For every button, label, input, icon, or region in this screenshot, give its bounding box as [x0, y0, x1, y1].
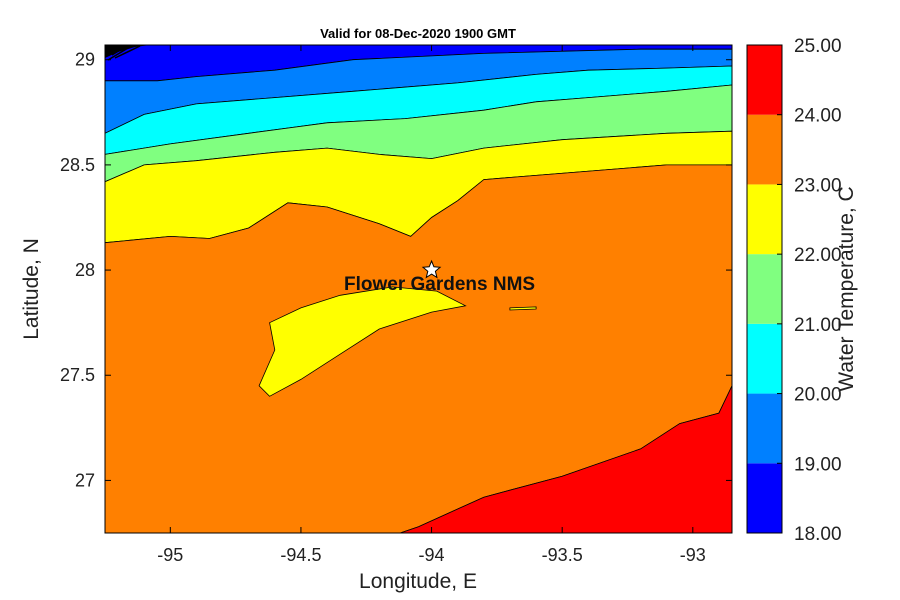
y-axis-label: Latitude, N [20, 238, 43, 340]
y-tick-label: 29 [75, 50, 95, 70]
colorbar-segment [747, 393, 782, 464]
coastline [105, 45, 150, 61]
colorbar-segment [747, 45, 782, 115]
contour-band-24-25 [400, 385, 732, 533]
colorbar-tick-label: 19.00 [794, 454, 842, 475]
colorbar-tick-label: 22.00 [794, 245, 842, 266]
x-tick-label: -93 [680, 545, 706, 565]
x-tick-label: -94 [419, 545, 445, 565]
colorbar-segment [747, 463, 782, 533]
y-tick-label: 27.5 [60, 365, 95, 385]
colorbar-label: Water Temperature, C [835, 186, 858, 391]
colorbar-segment [747, 254, 782, 324]
plot-area: -95 -94.5 -94 -93.5 -93 27 27.5 28 28.5 29 Flowe… [60, 44, 733, 565]
station-label: Flower Gardens NMS [344, 274, 535, 295]
plot-frame [104, 44, 733, 534]
x-tick-label: -94.5 [280, 545, 321, 565]
colorbar-tick-label: 20.00 [794, 385, 842, 406]
star-icon [421, 259, 442, 279]
y-axis-ticks: 27 27.5 28 28.5 29 [60, 50, 732, 490]
colorbar-tick-label: 23.00 [794, 175, 842, 196]
y-tick-label: 28.5 [60, 155, 95, 175]
colorbar-segment [747, 323, 782, 394]
colorbar-tick-label: 24.00 [794, 106, 842, 127]
colorbar: 18.00 19.00 20.00 21.00 22.00 23.00 24.00 25.00 [746, 36, 842, 545]
colorbar-frame [746, 44, 783, 534]
station-marker: Flower Gardens NMS [344, 259, 535, 295]
y-tick-label: 28 [75, 260, 95, 280]
colorbar-tick-label: 21.00 [794, 315, 842, 336]
contour-band-22-23-patch [258, 286, 467, 397]
y-tick-label: 27 [75, 470, 95, 490]
colorbar-tick-label: 18.00 [794, 524, 842, 545]
colorbar-segment [747, 114, 782, 185]
map-title: Valid for 08-Dec-2020 1900 GMT [320, 26, 516, 41]
colorbar-segment [747, 184, 782, 255]
x-tick-label: -93.5 [542, 545, 583, 565]
x-axis-label: Longitude, E [359, 570, 477, 593]
x-tick-label: -95 [157, 545, 183, 565]
colorbar-tick-label: 25.00 [794, 36, 842, 57]
x-axis-ticks: -95 -94.5 -94 -93.5 -93 [157, 45, 706, 565]
contour-band-22-23-sliver [509, 306, 537, 311]
contour-fills [105, 45, 732, 533]
